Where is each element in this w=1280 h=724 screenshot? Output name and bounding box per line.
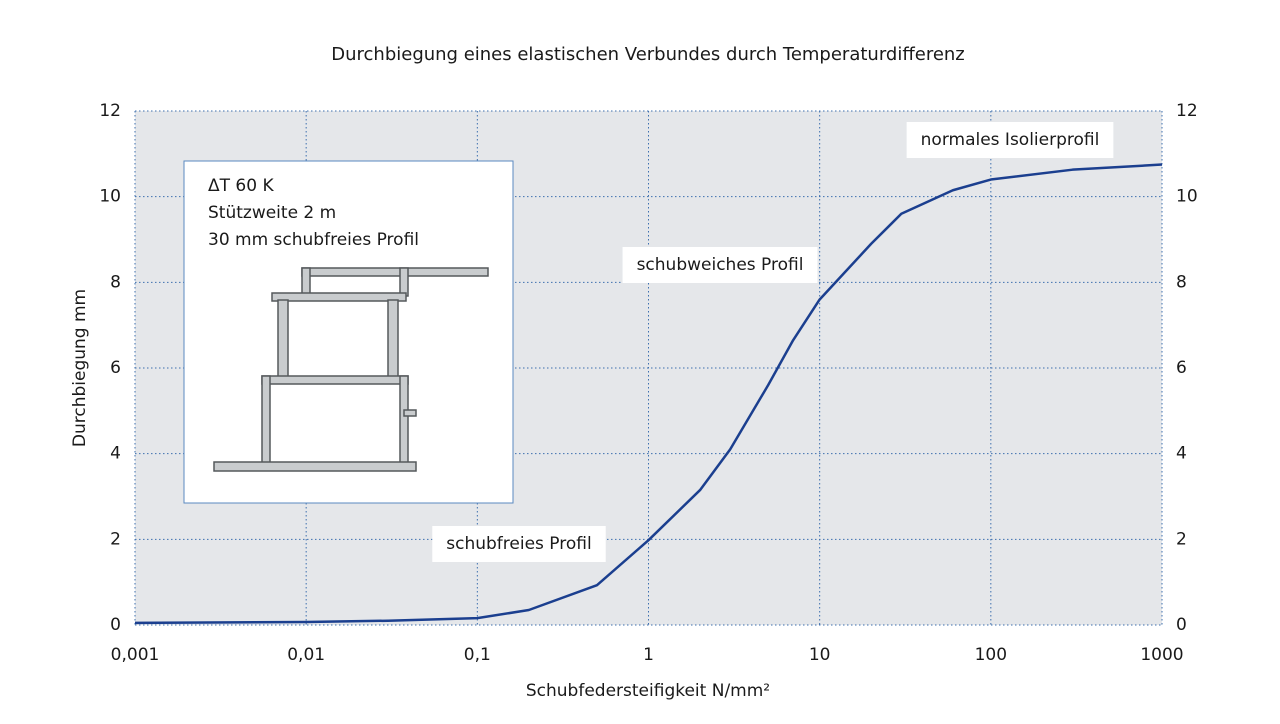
x-tick-label: 100 (975, 645, 1007, 665)
x-tick-label: 0,01 (287, 645, 325, 665)
chart-title: Durchbiegung eines elastischen Verbundes… (331, 44, 965, 65)
x-tick-label: 10 (809, 645, 831, 665)
inset-text: 30 mm schubfreies Profil (208, 230, 419, 250)
curve-layer (134, 163, 1163, 625)
x-axis-label: Schubfedersteifigkeit N/mm² (526, 681, 770, 701)
annotation-box (432, 526, 606, 562)
profile-drawing (213, 267, 489, 472)
inset: ΔT 60 K Stützweite 2 m 30 mm schubfreies… (183, 160, 514, 504)
annotation-box (906, 122, 1114, 158)
x-tick-label: 1 (643, 645, 654, 665)
y-tick-label: 12 (99, 101, 121, 121)
annotation: schubweiches Profil (637, 255, 804, 275)
y-tick-label: 6 (110, 358, 121, 378)
inset-text: ΔT 60 K (208, 176, 274, 196)
x-tick-label: 1000 (1140, 645, 1183, 665)
inset-text: Stützweite 2 m (208, 203, 336, 223)
annotation: schubfreies Profil (446, 534, 591, 554)
inset-box (183, 160, 514, 504)
curve (134, 163, 1163, 625)
y-tick-label: 8 (110, 272, 121, 292)
y2-tick-label: 10 (1176, 187, 1198, 207)
y2-tick-label: 6 (1176, 358, 1187, 378)
y2-tick-label: 12 (1176, 101, 1198, 121)
y-tick-label: 4 (110, 444, 121, 464)
y2-tick-label: 2 (1176, 529, 1187, 549)
x-tick-label: 0,1 (464, 645, 491, 665)
y2-tick-label: 4 (1176, 444, 1187, 464)
annotation: normales Isolierprofil (921, 130, 1100, 150)
y-axis-label: Durchbiegung mm (70, 289, 90, 447)
x-tick-label: 0,001 (111, 645, 160, 665)
y-tick-label: 0 (110, 615, 121, 635)
y-tick-label: 10 (99, 187, 121, 207)
y2-tick-label: 0 (1176, 615, 1187, 635)
annotation-box (622, 247, 818, 283)
y2-tick-label: 8 (1176, 272, 1187, 292)
y-tick-label: 2 (110, 529, 121, 549)
